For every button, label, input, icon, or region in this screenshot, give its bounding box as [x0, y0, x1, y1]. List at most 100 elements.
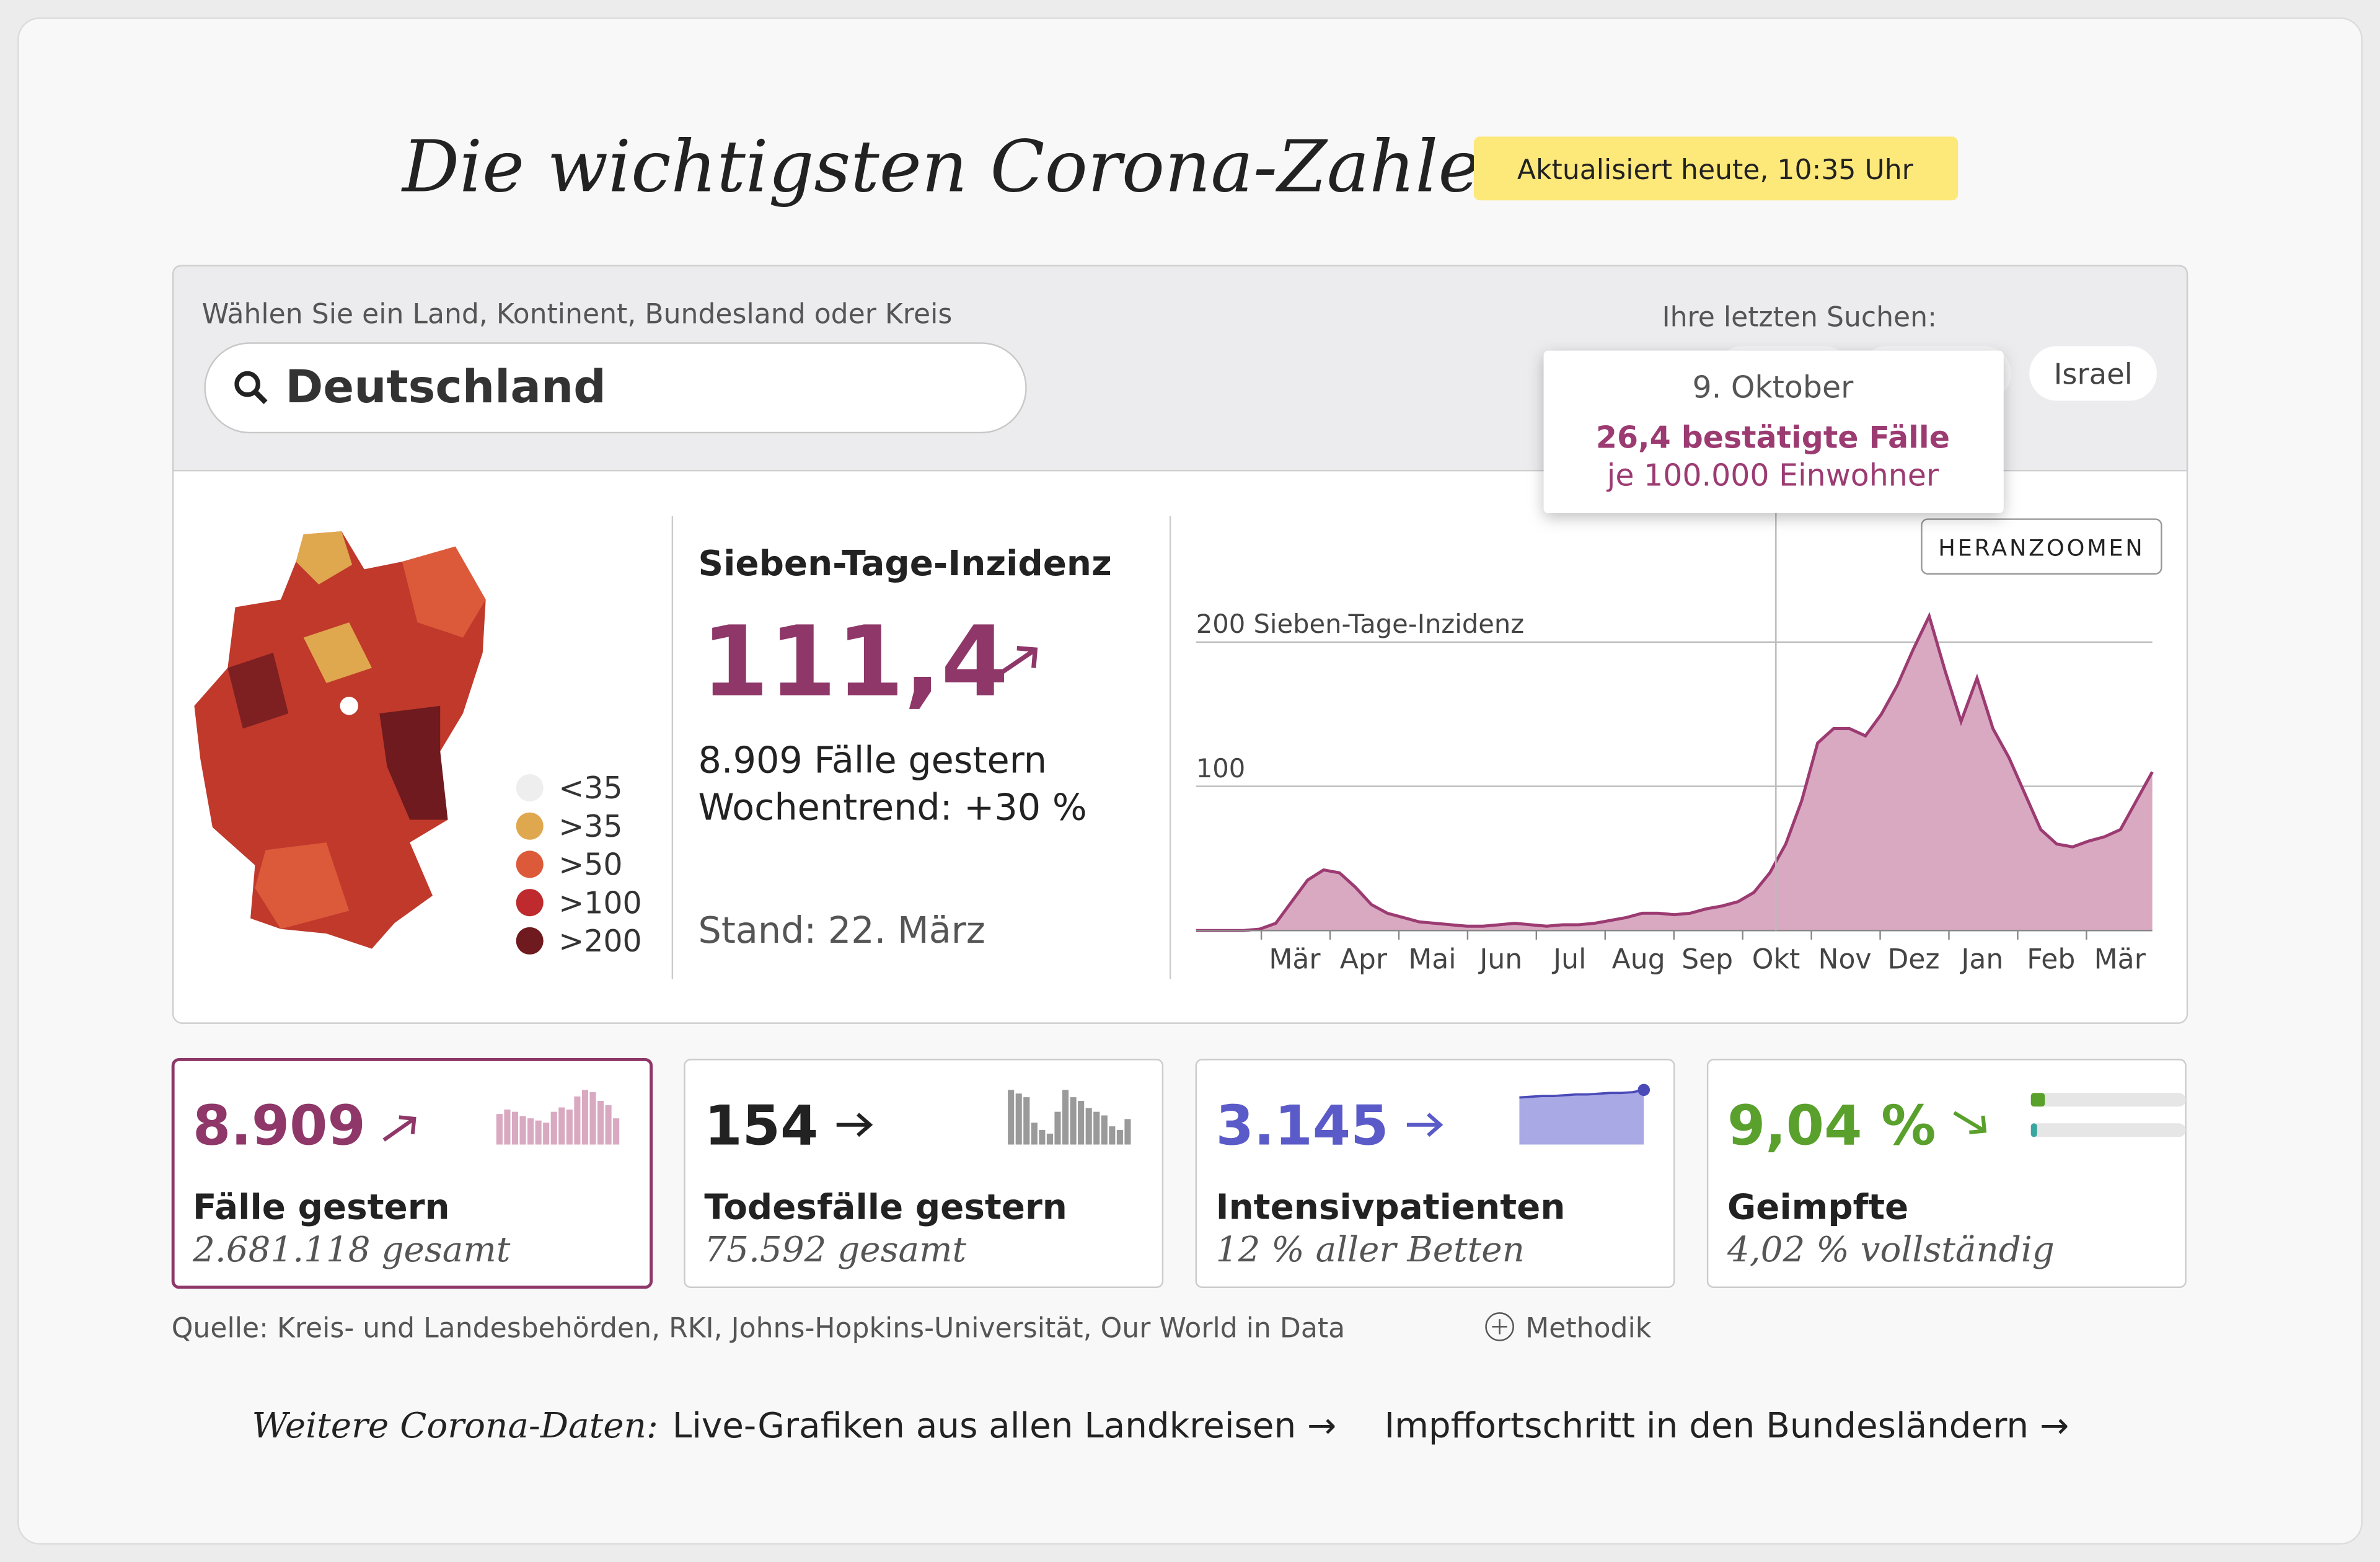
spark-bar [496, 1114, 503, 1145]
legend-swatch [516, 927, 544, 955]
spark-bar [1031, 1123, 1038, 1145]
spark-bar [566, 1110, 573, 1145]
tooltip [1543, 350, 2004, 513]
map-region [303, 622, 372, 684]
legend-swatch [516, 889, 544, 917]
map-region [296, 531, 353, 585]
method-icon [1485, 1312, 1514, 1341]
footer-link[interactable]: Impffortschritt in den Bundesländern → [1384, 1406, 2069, 1446]
x-tick-label: Mär [2094, 943, 2146, 975]
stat-sub: 75.592 gesamt [704, 1230, 966, 1270]
legend-label: >35 [558, 809, 622, 844]
trend-arrow [995, 646, 1038, 677]
search-prompt: Wählen Sie ein Land, Kontinent, Bundesla… [202, 299, 953, 330]
y-tick-label: 200 Sieben-Tage-Inzidenz [1196, 609, 1524, 639]
x-tick-label: Nov [1818, 943, 1871, 975]
spark-bar [1046, 1133, 1053, 1145]
search-box[interactable] [204, 342, 1027, 434]
map-region [402, 546, 486, 638]
stat-value: 9,04 % [1727, 1094, 1936, 1158]
recent-chip[interactable] [2029, 346, 2157, 401]
map-region [227, 653, 289, 729]
spark-bar [1093, 1111, 1100, 1145]
spark-bar [558, 1107, 565, 1145]
stat-sub: 4,02 % vollständig [1727, 1230, 2055, 1270]
trend-arrow [1953, 1111, 1987, 1134]
incidence-cases: 8.909 Fälle gestern [699, 739, 1047, 782]
spark-bar [613, 1118, 620, 1145]
search-icon [253, 389, 268, 405]
map-region [379, 705, 448, 820]
trend-arrow [382, 1115, 416, 1142]
legend-label: <35 [558, 770, 622, 806]
spark-bar [1085, 1108, 1092, 1145]
spark-line [1519, 1088, 1644, 1099]
x-tick-label: Jan [1959, 943, 2003, 975]
spark-bar [535, 1120, 542, 1145]
spark-bar [1109, 1126, 1116, 1145]
spark-dot [1637, 1083, 1651, 1096]
zoom-button[interactable] [1921, 518, 2162, 575]
map-region [255, 842, 350, 929]
spark-bar [589, 1092, 596, 1145]
x-tick-label: Apr [1340, 943, 1388, 975]
legend-label: >50 [558, 847, 622, 883]
tooltip-unit: je 100.000 Einwohner [1606, 458, 1939, 493]
spark-bar [1116, 1130, 1123, 1145]
spark-bar [1054, 1111, 1061, 1145]
spark-bar [1039, 1130, 1046, 1145]
spark-bar [605, 1105, 612, 1145]
spark-bar [1008, 1090, 1015, 1145]
trend-arrow [1406, 1113, 1443, 1137]
spark-bar [550, 1111, 557, 1145]
stat-value: 8.909 [193, 1094, 366, 1158]
footer-link[interactable]: Live-Grafiken aus allen Landkreisen → [672, 1406, 1336, 1446]
progress-track [2030, 1093, 2186, 1107]
trend-arrow [836, 1113, 873, 1137]
map-region [340, 697, 358, 715]
update-text: Aktualisiert heute, 10:35 Uhr [1517, 154, 1914, 186]
stat-card[interactable] [171, 1057, 653, 1289]
stat-card[interactable] [684, 1059, 1164, 1288]
search-icon [234, 371, 260, 397]
germany-map [194, 531, 486, 949]
legend-label: >200 [558, 924, 642, 959]
stat-label: Fälle gestern [193, 1188, 450, 1228]
spark-bar [543, 1123, 550, 1145]
footer-label: Weitere Corona-Daten: [252, 1406, 658, 1446]
x-tick-label: Mai [1408, 943, 1456, 975]
legend-label: >100 [558, 885, 642, 920]
stat-sub: 2.681.118 gesamt [192, 1230, 511, 1270]
legend-swatch [516, 812, 544, 840]
incidence-value: 111,4 [701, 606, 1008, 718]
tooltip-date: 9. Oktober [1693, 370, 1854, 405]
stat-label: Geimpfte [1727, 1188, 1908, 1228]
spark-bar [504, 1110, 511, 1145]
x-tick-label: Okt [1752, 943, 1800, 975]
stat-value: 3.145 [1216, 1094, 1389, 1158]
search-value[interactable]: Deutschland [285, 361, 606, 413]
spark-bar [597, 1101, 604, 1145]
spark-bar [574, 1096, 581, 1145]
line [1196, 612, 2154, 932]
method-link[interactable]: Methodik [1525, 1313, 1652, 1344]
area [1196, 616, 2153, 931]
stat-label: Todesfälle gestern [704, 1188, 1067, 1228]
recent-label: Ihre letzten Suchen: [1662, 302, 1937, 333]
stat-sub: 12 % aller Betten [1216, 1230, 1525, 1270]
spark-bar [1015, 1093, 1022, 1145]
spark-bar [1078, 1101, 1085, 1145]
zoom-label[interactable]: HERANZOOMEN [1938, 534, 2144, 561]
stat-label: Intensivpatienten [1216, 1188, 1566, 1228]
spark-bar [1101, 1115, 1108, 1145]
legend-swatch [516, 850, 544, 878]
x-tick-label: Jul [1551, 943, 1586, 975]
recent-chip-label[interactable]: Israel [2054, 358, 2133, 391]
spark-bar [1070, 1097, 1077, 1145]
progress-bar [2030, 1093, 2045, 1107]
spark-bar [527, 1118, 534, 1145]
source: Quelle: Kreis- und Landesbehörden, RKI, … [172, 1313, 1345, 1344]
x-tick-label: Sep [1681, 943, 1733, 975]
stat-card[interactable] [1706, 1059, 2187, 1288]
